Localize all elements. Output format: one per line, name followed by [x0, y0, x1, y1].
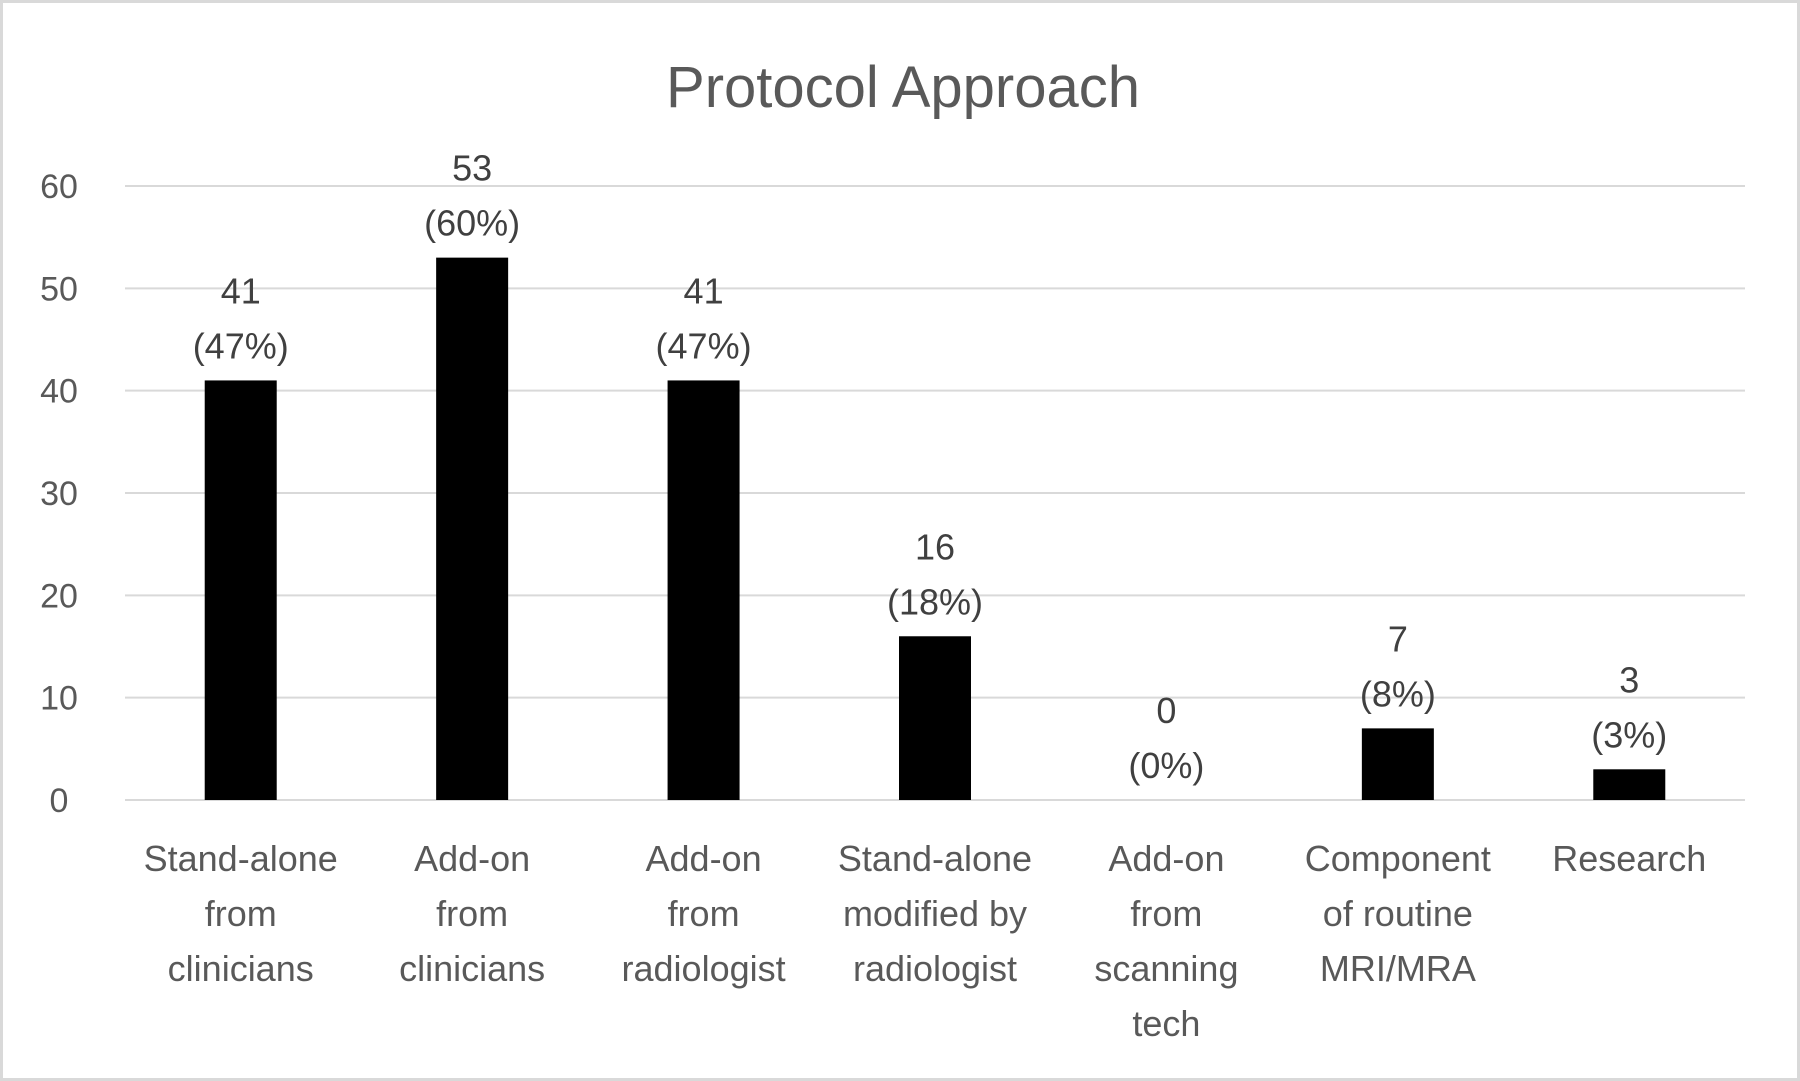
data-label: 41: [684, 270, 724, 311]
category-label: Add-on: [1108, 838, 1224, 879]
category-label: clinicians: [168, 948, 314, 989]
data-label: (18%): [887, 581, 983, 622]
y-axis-tick-labels: 0 10 20 30 40 50 60: [40, 168, 78, 820]
data-label: (3%): [1591, 714, 1667, 755]
gridlines: [125, 185, 1745, 801]
data-label: 53: [452, 148, 492, 189]
data-labels: 41 (47%) 53 (60%) 41 (47%) 16 (18%) 0 (0%) 7 (8%) 3 (…: [193, 148, 1668, 786]
data-label: (47%): [193, 325, 289, 366]
y-tick-label: 20: [40, 577, 78, 615]
category-label: clinicians: [399, 948, 545, 989]
category-label: radiologist: [622, 948, 786, 989]
category-label: Add-on: [414, 838, 530, 879]
data-label: 7: [1388, 618, 1408, 659]
category-label: modified by: [843, 893, 1027, 934]
data-label: (47%): [656, 325, 752, 366]
category-label: Stand-alone: [838, 838, 1032, 879]
category-label: Component: [1305, 838, 1491, 879]
category-label: radiologist: [853, 948, 1017, 989]
category-label: scanning: [1094, 948, 1238, 989]
category-label: Stand-alone: [144, 838, 338, 879]
data-label: (0%): [1128, 745, 1204, 786]
data-label: 16: [915, 526, 955, 567]
bars: [204, 257, 1666, 801]
category-label: from: [436, 893, 508, 934]
category-label: Research: [1552, 838, 1706, 879]
data-label: 0: [1156, 690, 1176, 731]
data-label: 41: [221, 270, 261, 311]
chart-title: Protocol Approach: [666, 55, 1140, 120]
bar: [204, 380, 277, 800]
category-label: Add-on: [646, 838, 762, 879]
category-label: from: [205, 893, 277, 934]
bar: [899, 636, 971, 800]
bar: [436, 257, 509, 801]
y-tick-label: 40: [40, 373, 78, 411]
bar: [667, 380, 740, 800]
category-label: from: [668, 893, 740, 934]
y-tick-label: 50: [40, 270, 78, 308]
y-tick-label: 0: [50, 782, 69, 820]
category-labels: Stand-alone from clinicians Add-on from clini…: [144, 838, 1707, 1044]
y-tick-label: 30: [40, 475, 78, 513]
bar: [1361, 728, 1434, 800]
bar: [1593, 769, 1666, 800]
data-label: (8%): [1360, 673, 1436, 714]
y-tick-label: 60: [40, 168, 78, 206]
data-label: (60%): [424, 203, 520, 244]
data-label: 3: [1619, 659, 1639, 700]
category-label: MRI/MRA: [1320, 948, 1476, 989]
category-label: tech: [1132, 1003, 1200, 1044]
y-tick-label: 10: [40, 680, 78, 718]
category-label: of routine: [1323, 893, 1473, 934]
category-label: from: [1130, 893, 1202, 934]
